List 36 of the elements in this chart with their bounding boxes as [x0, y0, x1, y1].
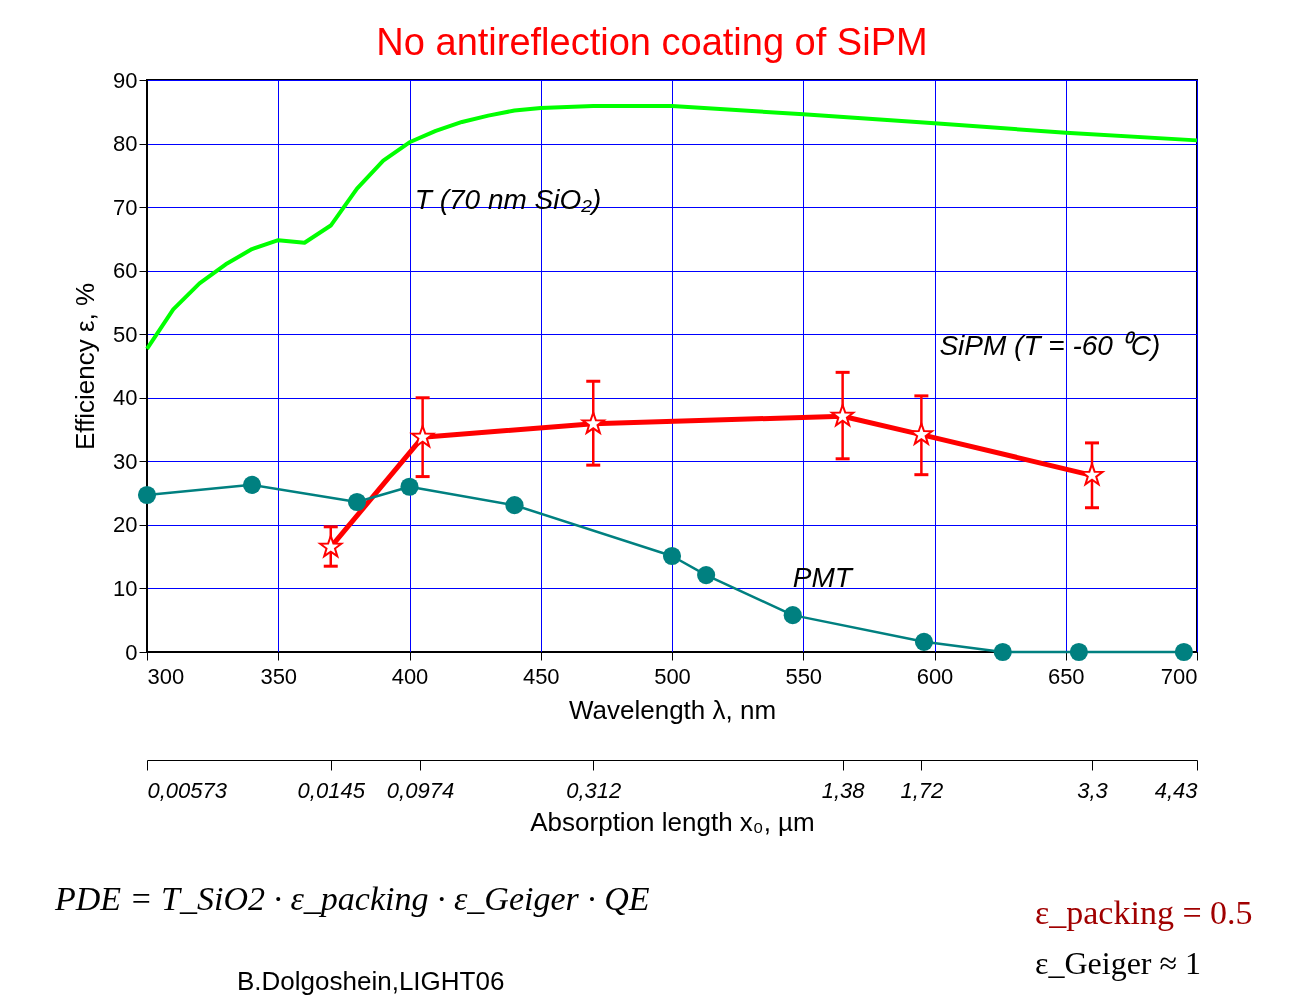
x-axis-title: Wavelength λ, nm [568, 694, 777, 725]
text: ε_Geiger ≈ 1 [1035, 945, 1202, 981]
y-axis-title: Efficiency ε, % [70, 282, 101, 451]
annotation: 1,38 [821, 777, 866, 803]
text: SiPM (T = -60 ⁰C) [939, 329, 1161, 361]
y-tick-label: 0 [125, 639, 138, 665]
y-tick-label: 70 [113, 194, 138, 220]
text: 0,00573 [147, 777, 228, 803]
y-tick-label: 60 [113, 258, 138, 284]
x-tick-label: 300 [147, 663, 185, 689]
text: 4,43 [1154, 777, 1199, 803]
annotation: 0,0145 [297, 777, 366, 803]
annotation: 1,72 [900, 777, 944, 803]
chart-title: No antireflection coating of SiPM [376, 21, 928, 63]
text: PDE = T_SiO2 · ε_packing · ε_Geiger · QE [54, 880, 650, 917]
text: B.Dolgoshein,LIGHT06 [237, 966, 505, 995]
y-tick-label: 10 [113, 575, 138, 601]
y-tick-label: 20 [113, 512, 138, 538]
y-tick-label: 80 [113, 131, 138, 157]
y-tick-label: 90 [113, 67, 138, 93]
x-tick-label: 450 [522, 663, 560, 689]
x-tick-label: 400 [391, 663, 429, 689]
x-tick-label: 350 [260, 663, 298, 689]
annotation: 0,0974 [386, 777, 455, 803]
y-tick-label: 50 [113, 321, 138, 347]
y-tick-label: 30 [113, 448, 138, 474]
x-tick-label: 500 [654, 663, 691, 689]
x2-axis-title: Absorption length x₀, µm [530, 806, 815, 837]
y-tick-label: 40 [113, 385, 138, 411]
x-tick-label: 550 [785, 663, 823, 689]
annotation: 0,312 [566, 777, 622, 803]
x-tick-label: 600 [916, 663, 954, 689]
x-tick-label: 700 [1160, 663, 1198, 689]
annotation: 3,3 [1077, 777, 1109, 803]
text: ε_packing = 0.5 [1035, 894, 1253, 931]
x-tick-label: 650 [1047, 663, 1085, 689]
